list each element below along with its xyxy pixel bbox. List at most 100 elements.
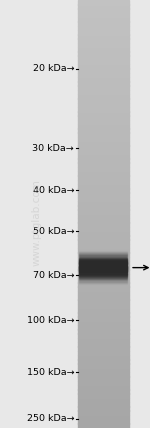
- Bar: [78, 239, 129, 244]
- Bar: [78, 17, 129, 22]
- Bar: [78, 273, 129, 278]
- Bar: [80, 270, 128, 271]
- Bar: [78, 68, 129, 73]
- Bar: [80, 274, 128, 275]
- Bar: [80, 275, 128, 276]
- Bar: [80, 279, 128, 280]
- Bar: [78, 393, 129, 398]
- Bar: [80, 279, 128, 280]
- Bar: [80, 266, 128, 267]
- Bar: [80, 256, 128, 258]
- Bar: [78, 133, 129, 137]
- Bar: [80, 269, 128, 270]
- Bar: [80, 272, 128, 273]
- Bar: [78, 355, 129, 360]
- Bar: [78, 252, 129, 257]
- Bar: [80, 260, 128, 261]
- Bar: [80, 265, 128, 266]
- Bar: [80, 280, 128, 281]
- Bar: [78, 248, 129, 253]
- Bar: [80, 262, 128, 263]
- Bar: [78, 21, 129, 26]
- Text: www.ptglab.com: www.ptglab.com: [32, 179, 42, 266]
- Bar: [78, 312, 129, 317]
- Bar: [78, 282, 129, 287]
- Bar: [78, 372, 129, 377]
- Bar: [78, 406, 129, 411]
- Bar: [80, 259, 128, 260]
- Bar: [78, 419, 129, 424]
- Bar: [80, 276, 128, 277]
- Bar: [78, 218, 129, 223]
- Bar: [78, 261, 129, 265]
- Bar: [80, 261, 128, 262]
- Text: 40 kDa→: 40 kDa→: [33, 186, 74, 195]
- Text: 50 kDa→: 50 kDa→: [33, 227, 74, 236]
- Bar: [78, 342, 129, 347]
- Bar: [78, 9, 129, 13]
- Bar: [80, 251, 128, 252]
- Bar: [80, 278, 128, 279]
- Bar: [80, 263, 128, 264]
- Bar: [78, 222, 129, 227]
- Bar: [78, 226, 129, 231]
- Bar: [80, 254, 128, 256]
- Bar: [80, 252, 128, 253]
- Bar: [78, 415, 129, 419]
- Bar: [80, 254, 128, 255]
- Bar: [78, 269, 129, 274]
- Bar: [78, 86, 129, 90]
- Bar: [80, 258, 128, 259]
- Bar: [78, 51, 129, 56]
- Bar: [78, 376, 129, 381]
- Bar: [80, 260, 128, 261]
- Bar: [78, 73, 129, 77]
- Bar: [78, 363, 129, 368]
- Bar: [78, 338, 129, 342]
- Text: 100 kDa→: 100 kDa→: [27, 316, 74, 325]
- Bar: [80, 252, 128, 253]
- Bar: [80, 253, 128, 254]
- Bar: [78, 103, 129, 107]
- Bar: [78, 26, 129, 30]
- Bar: [80, 273, 128, 275]
- Bar: [78, 77, 129, 82]
- Bar: [78, 43, 129, 48]
- Bar: [80, 264, 128, 265]
- Bar: [78, 150, 129, 154]
- Bar: [80, 267, 128, 268]
- Bar: [80, 253, 128, 254]
- Bar: [78, 13, 129, 18]
- Bar: [80, 271, 128, 273]
- Bar: [80, 277, 128, 278]
- Bar: [78, 39, 129, 43]
- Bar: [78, 171, 129, 175]
- Bar: [78, 188, 129, 193]
- Bar: [80, 277, 128, 278]
- Bar: [80, 268, 128, 269]
- Bar: [78, 56, 129, 60]
- Bar: [78, 201, 129, 205]
- Bar: [78, 81, 129, 86]
- Bar: [80, 262, 128, 263]
- Bar: [78, 4, 129, 9]
- Bar: [80, 267, 128, 268]
- Bar: [78, 205, 129, 210]
- Text: 30 kDa→: 30 kDa→: [33, 144, 74, 153]
- Bar: [78, 265, 129, 270]
- Bar: [78, 192, 129, 197]
- Text: 250 kDa→: 250 kDa→: [27, 414, 74, 423]
- Bar: [80, 271, 128, 272]
- Bar: [78, 389, 129, 394]
- Bar: [80, 282, 128, 283]
- Bar: [78, 209, 129, 214]
- Bar: [78, 423, 129, 428]
- Bar: [78, 329, 129, 334]
- Bar: [80, 255, 128, 256]
- Bar: [78, 368, 129, 372]
- Bar: [78, 60, 129, 65]
- Bar: [78, 166, 129, 171]
- Bar: [78, 30, 129, 35]
- Bar: [78, 179, 129, 184]
- Bar: [78, 321, 129, 325]
